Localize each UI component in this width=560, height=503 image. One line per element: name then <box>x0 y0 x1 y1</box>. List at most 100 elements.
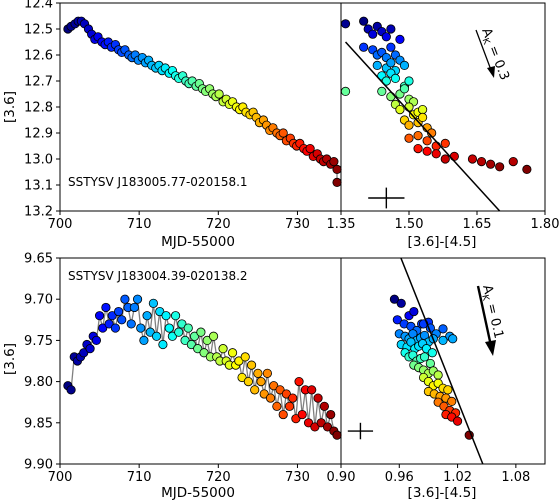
data-point <box>234 356 244 366</box>
data-point <box>438 335 448 345</box>
data-point <box>101 302 111 313</box>
data-point <box>281 389 291 399</box>
data-point <box>183 323 193 333</box>
y-tick-label: 12.8 <box>24 101 53 116</box>
bottom-arrow-sub: K <box>479 294 490 303</box>
data-point <box>284 401 295 411</box>
x-tick-label: 700 <box>48 217 73 232</box>
data-point <box>66 385 76 395</box>
x-tick-label: 1.02 <box>443 470 472 485</box>
data-point <box>278 409 288 420</box>
data-point <box>368 29 378 39</box>
data-point <box>359 16 369 26</box>
y-tick-label: 12.5 <box>24 23 53 38</box>
x-tick-label: 1.65 <box>463 217 492 232</box>
data-point <box>189 331 200 341</box>
bottom-color-magnitude-frame <box>340 257 546 465</box>
y-tick-label: 9.65 <box>24 252 53 267</box>
data-point <box>395 105 405 115</box>
y-tick-label: 9.80 <box>24 375 53 390</box>
data-point <box>148 298 159 308</box>
data-point <box>129 302 140 313</box>
data-point <box>404 76 414 86</box>
x-tick-label: 1.35 <box>327 217 356 232</box>
data-point <box>113 306 124 317</box>
x-tick-label: 1.08 <box>501 470 530 485</box>
data-point <box>404 133 414 143</box>
data-point <box>288 393 298 403</box>
top-arrow-sub: K <box>480 37 492 47</box>
data-point <box>440 154 450 164</box>
bottom-color-magnitude-panel: 0.90 0.96 1.02 1.08 <box>327 257 546 485</box>
data-point <box>386 24 396 34</box>
data-point <box>404 102 414 112</box>
data-point <box>246 360 257 370</box>
data-point <box>422 136 432 146</box>
y-tick-label: 13.1 <box>24 179 53 194</box>
data-point <box>305 144 315 154</box>
data-point <box>467 154 478 164</box>
data-point <box>250 385 260 395</box>
x-tick-label: 730 <box>285 217 310 232</box>
data-point <box>117 315 127 325</box>
data-point <box>164 323 174 333</box>
data-point <box>132 294 143 304</box>
data-point <box>91 335 102 345</box>
data-point <box>399 60 410 71</box>
data-point <box>237 372 247 383</box>
x-tick-label: 710 <box>127 470 152 485</box>
data-point <box>94 311 105 321</box>
data-point <box>377 86 387 97</box>
data-point <box>98 323 108 333</box>
data-point <box>381 76 391 86</box>
x-tick-label: 700 <box>48 470 73 485</box>
data-point <box>438 324 448 334</box>
data-point <box>449 151 459 161</box>
data-point <box>409 306 419 317</box>
data-point <box>186 339 196 350</box>
data-point <box>381 32 391 42</box>
data-point <box>485 159 496 169</box>
data-point <box>297 409 307 420</box>
data-point <box>120 294 130 304</box>
data-point <box>240 352 250 362</box>
top-extinction-arrow: AK = 0.3 <box>475 26 512 82</box>
x-tick-label: 0.90 <box>327 470 356 485</box>
data-point <box>107 311 117 321</box>
data-point <box>372 60 382 71</box>
data-point <box>341 86 351 96</box>
data-point <box>303 418 314 428</box>
top-cmd-xlabel: [3.6]-[4.5] <box>408 234 477 250</box>
data-point <box>341 19 351 29</box>
data-point <box>170 311 181 321</box>
data-point <box>151 331 162 341</box>
data-point <box>275 385 285 395</box>
data-point <box>440 138 450 148</box>
data-point <box>269 381 279 391</box>
data-point <box>167 331 177 341</box>
data-point <box>214 89 224 99</box>
data-point <box>386 92 396 102</box>
bottom-lightcurve-xlabel: MJD-55000 <box>161 485 235 501</box>
data-point <box>193 344 203 354</box>
data-point <box>404 120 414 130</box>
data-point <box>142 311 152 321</box>
data-point <box>495 162 505 172</box>
data-point <box>332 164 342 174</box>
data-point <box>174 327 184 337</box>
data-point <box>386 58 396 68</box>
data-point <box>443 385 453 395</box>
data-point <box>272 401 282 411</box>
data-point <box>522 164 532 174</box>
data-point <box>448 334 458 344</box>
y-tick-label: 9.75 <box>24 334 53 349</box>
data-point <box>79 348 89 358</box>
top-lightcurve-xlabel: MJD-55000 <box>161 234 235 250</box>
data-point <box>396 298 406 308</box>
data-point <box>447 396 457 406</box>
bottom-cmd-xlabel: [3.6]-[4.5] <box>408 485 477 501</box>
y-tick-label: 12.9 <box>24 127 53 142</box>
data-point <box>319 401 329 411</box>
y-tick-label: 12.4 <box>24 0 53 12</box>
data-point <box>310 422 320 432</box>
